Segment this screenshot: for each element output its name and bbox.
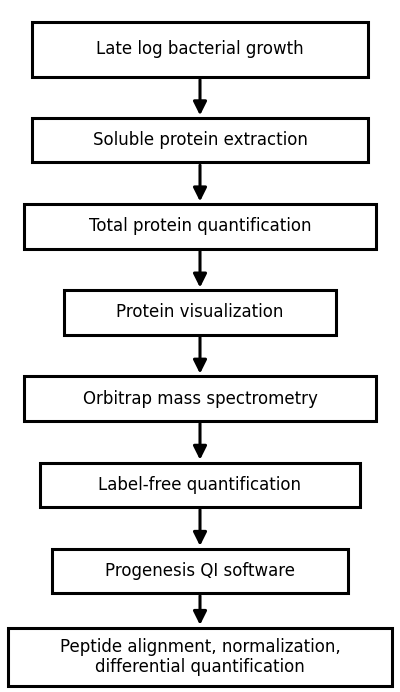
- Text: Orbitrap mass spectrometry: Orbitrap mass spectrometry: [82, 390, 318, 408]
- FancyBboxPatch shape: [40, 462, 360, 507]
- Text: Peptide alignment, normalization,
differential quantification: Peptide alignment, normalization, differ…: [60, 637, 340, 676]
- Text: Soluble protein extraction: Soluble protein extraction: [92, 131, 308, 149]
- Text: Label-free quantification: Label-free quantification: [98, 475, 302, 493]
- Text: Total protein quantification: Total protein quantification: [89, 217, 311, 235]
- Text: Progenesis QI software: Progenesis QI software: [105, 562, 295, 580]
- FancyBboxPatch shape: [24, 204, 376, 248]
- FancyBboxPatch shape: [24, 376, 376, 421]
- FancyBboxPatch shape: [64, 291, 336, 335]
- FancyBboxPatch shape: [8, 628, 392, 686]
- Text: Protein visualization: Protein visualization: [116, 304, 284, 322]
- Text: Late log bacterial growth: Late log bacterial growth: [96, 40, 304, 58]
- FancyBboxPatch shape: [32, 21, 368, 77]
- FancyBboxPatch shape: [52, 549, 348, 593]
- FancyBboxPatch shape: [32, 118, 368, 163]
